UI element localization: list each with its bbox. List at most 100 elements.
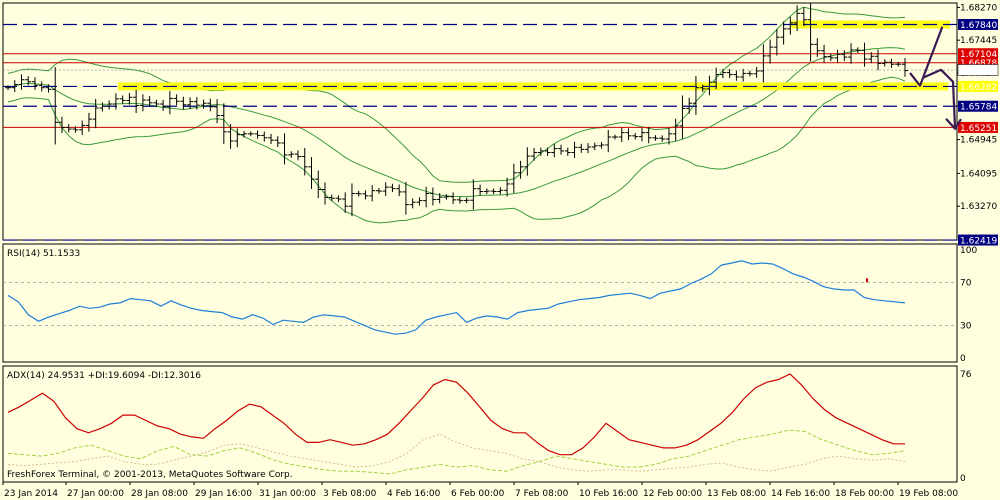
price-tick-label: 1.64945 — [960, 136, 997, 146]
price-bar — [362, 190, 369, 200]
price-bar — [261, 131, 268, 142]
price-bar — [470, 179, 477, 210]
price-tick-label: 1.68270 — [960, 3, 997, 13]
price-bar — [524, 147, 531, 176]
price-panel-frame — [2, 2, 958, 241]
price-tag — [957, 64, 999, 76]
time-tick-label: 4 Feb 16:00 — [387, 489, 441, 499]
price-bar — [773, 28, 780, 56]
price-bar — [389, 183, 396, 193]
price-bar — [861, 42, 868, 67]
price-bar — [5, 85, 11, 91]
adx-tick-label: 76 — [960, 370, 972, 380]
price-bar — [11, 80, 18, 92]
price-bar — [72, 126, 79, 133]
price-bar — [402, 181, 409, 215]
price-bar — [713, 67, 720, 90]
price-bar — [618, 127, 625, 143]
price-tag-label: 1.62419 — [960, 237, 997, 247]
price-tag-label: 1.66282 — [960, 83, 997, 93]
price-bar — [814, 38, 821, 57]
price-bar — [558, 144, 565, 155]
bollinger-upper-band — [7, 6, 906, 183]
projection-zigzag-arrow — [909, 26, 957, 128]
price-bar — [598, 142, 605, 149]
time-tick-label: 31 Jan 00:00 — [259, 489, 316, 499]
price-bar — [288, 151, 295, 158]
price-bar — [679, 95, 686, 139]
price-bar — [301, 147, 308, 176]
price-bar — [537, 147, 544, 156]
time-tick-label: 3 Feb 08:00 — [323, 489, 377, 499]
price-tag — [958, 234, 998, 246]
price-bar — [106, 100, 113, 110]
price-bar — [119, 95, 126, 104]
price-bar — [456, 196, 463, 204]
time-tick-label: 10 Feb 16:00 — [579, 489, 638, 499]
minus-di-line — [7, 433, 906, 472]
price-bar — [591, 142, 598, 151]
price-bar — [160, 99, 167, 111]
price-tick-label: 1.63270 — [960, 202, 997, 212]
price-bar — [18, 74, 25, 90]
price-bar — [153, 99, 160, 108]
price-bar — [497, 187, 504, 195]
price-bar — [686, 97, 693, 114]
price-bar — [483, 188, 490, 195]
price-bar — [510, 163, 517, 193]
price-bar — [234, 128, 241, 148]
plus-di-line — [7, 429, 906, 475]
price-bar — [638, 127, 645, 142]
price-bar — [760, 44, 767, 83]
price-bar — [396, 184, 403, 197]
price-bar — [672, 118, 679, 141]
price-bar — [767, 39, 774, 64]
price-bar — [79, 120, 86, 135]
adx-indicator-label: ADX(14) 24.9531 +DI:19.6094 -DI:12.3016 — [7, 371, 201, 381]
adx-line — [7, 373, 905, 456]
price-bar — [274, 136, 281, 148]
price-bar — [800, 7, 807, 26]
price-bar — [477, 184, 484, 196]
price-bar — [295, 150, 302, 161]
price-bar — [827, 53, 834, 61]
price-bar — [625, 128, 632, 141]
price-bar — [348, 183, 355, 217]
time-tick-label: 23 Jan 2014 — [4, 489, 58, 499]
price-bar — [58, 116, 65, 133]
price-bar — [706, 75, 713, 96]
price-tag — [958, 100, 998, 112]
price-bar — [902, 58, 908, 77]
price-tag-label: 1.66878 — [960, 59, 997, 69]
price-bar — [207, 98, 214, 112]
time-tick-label: 14 Feb 16:00 — [771, 489, 830, 499]
adx-tick-label: 0 — [960, 474, 966, 484]
price-bar — [652, 135, 659, 141]
price-bar — [585, 143, 592, 154]
price-tick-label: 1.64095 — [960, 169, 997, 179]
price-bar — [31, 77, 38, 90]
price-bar — [719, 69, 726, 79]
price-bar — [369, 185, 376, 202]
price-bar — [214, 99, 221, 124]
time-tick-label: 28 Jan 08:00 — [131, 489, 188, 499]
time-tick-label: 29 Jan 16:00 — [195, 489, 252, 499]
price-tag-label: 1.65251 — [960, 124, 997, 134]
price-bar — [328, 194, 335, 202]
price-bar — [423, 186, 430, 208]
price-bar — [166, 91, 173, 115]
price-bar — [126, 92, 133, 105]
price-bar — [463, 197, 470, 204]
price-bar — [65, 124, 72, 133]
price-bar — [659, 135, 666, 142]
time-tick-label: 12 Feb 00:00 — [643, 489, 702, 499]
price-bar — [875, 49, 882, 71]
price-bar — [443, 194, 450, 200]
price-bar — [733, 70, 740, 81]
price-bar — [241, 130, 248, 138]
price-bar — [895, 61, 902, 67]
price-bar — [841, 50, 848, 62]
price-bar — [848, 43, 855, 64]
